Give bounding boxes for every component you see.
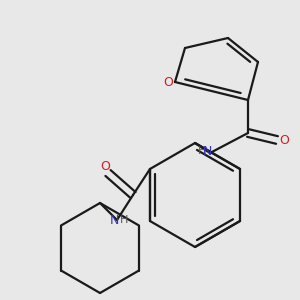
Text: H: H xyxy=(119,215,128,225)
Text: O: O xyxy=(164,76,173,88)
Text: H: H xyxy=(197,146,206,157)
Text: O: O xyxy=(101,160,110,173)
Text: N: N xyxy=(202,145,212,158)
Text: N: N xyxy=(109,214,119,226)
Text: O: O xyxy=(280,134,290,146)
